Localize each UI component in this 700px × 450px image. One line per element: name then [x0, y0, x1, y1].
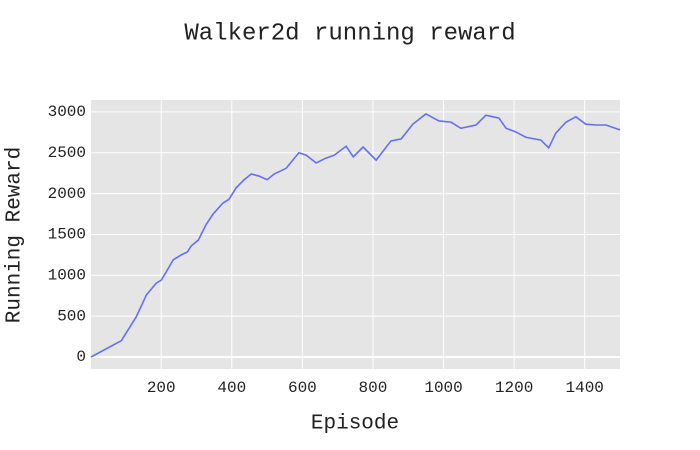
y-tick-label: 3000 [48, 103, 86, 121]
x-tick-label: 200 [147, 379, 176, 397]
y-tick-label: 1500 [48, 226, 86, 244]
y-tick-label: 2500 [48, 144, 86, 162]
y-tick-label: 0 [76, 348, 86, 366]
x-tick-label: 600 [288, 379, 317, 397]
x-tick-label: 1400 [566, 379, 604, 397]
y-tick-label: 1000 [48, 267, 86, 285]
line-series [90, 113, 621, 358]
y-axis-label: Running Reward [4, 147, 27, 323]
y-tick-label: 500 [57, 307, 86, 325]
x-tick-label: 1200 [495, 379, 533, 397]
x-tick-label: 400 [217, 379, 246, 397]
x-tick-label: 1000 [424, 379, 462, 397]
y-tick-label: 2000 [48, 185, 86, 203]
x-axis-label: Episode [311, 413, 399, 436]
chart-title: Walker2d running reward [184, 20, 515, 47]
x-tick-label: 800 [359, 379, 388, 397]
